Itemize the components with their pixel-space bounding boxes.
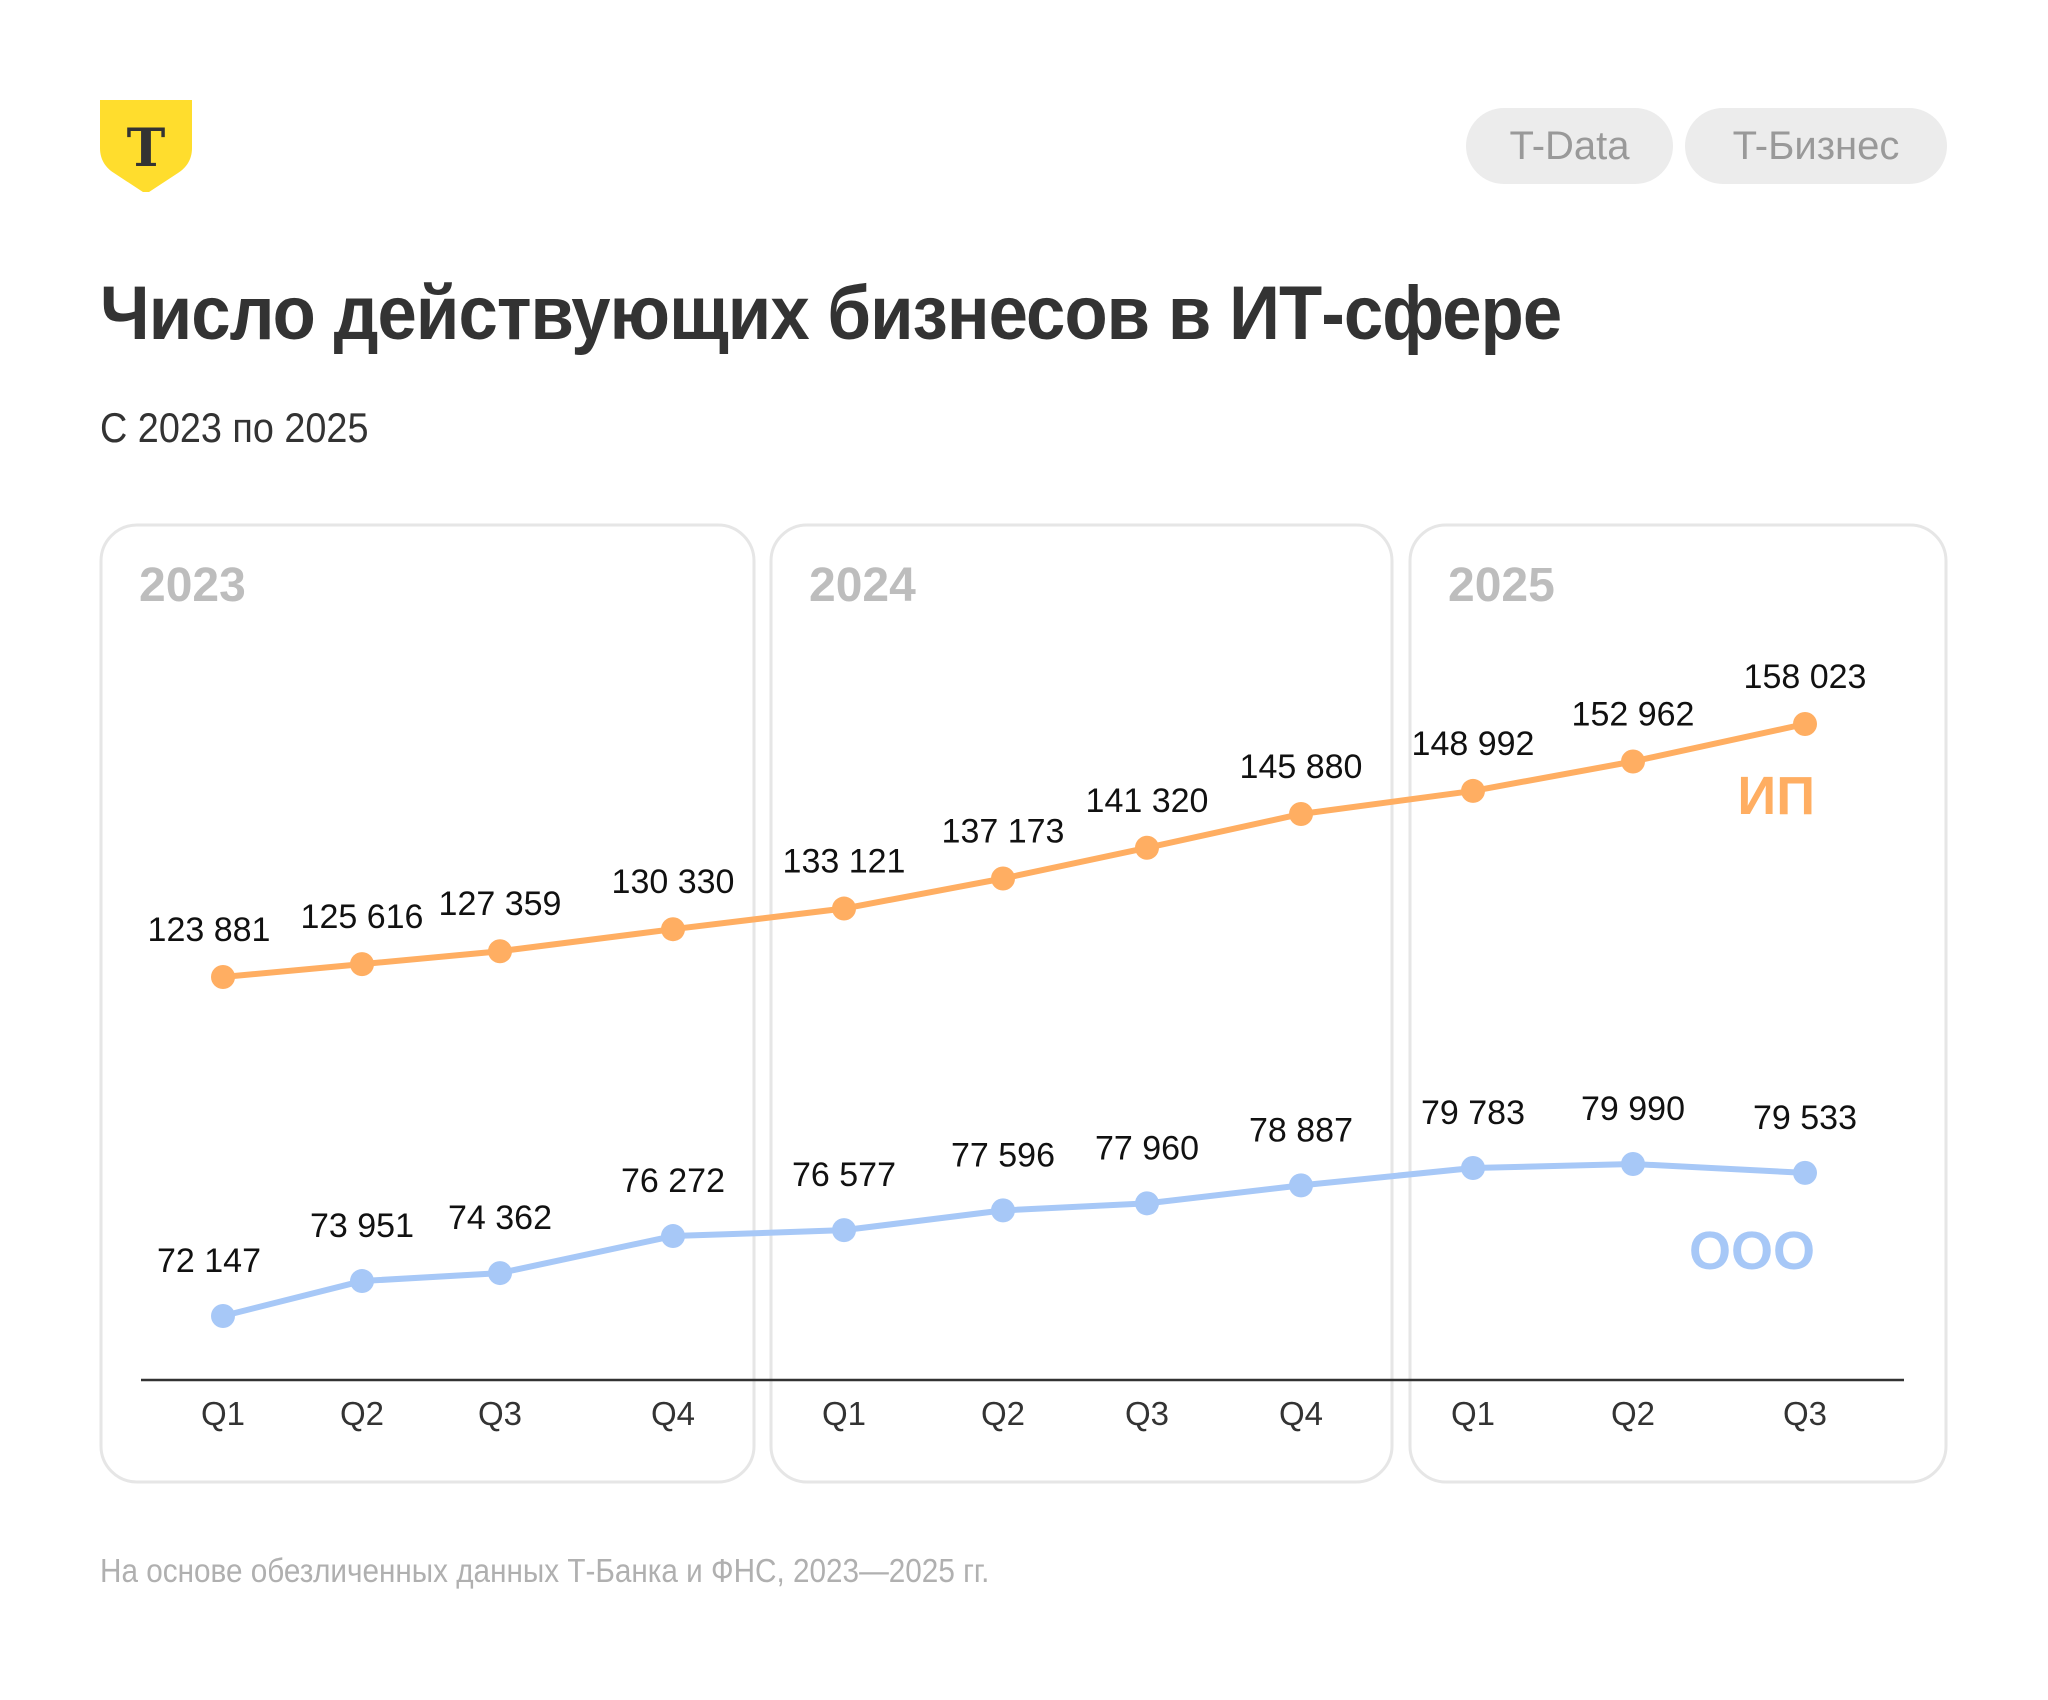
data-point-ip	[661, 917, 685, 942]
x-tick-label: Q4	[1279, 1395, 1323, 1432]
badge-t-data: T-Data	[1466, 108, 1673, 184]
x-tick-label: Q2	[1611, 1395, 1655, 1432]
data-label-ip: 130 330	[612, 863, 735, 901]
data-point-ip	[1461, 778, 1485, 803]
data-label-ooo: 78 887	[1249, 1111, 1353, 1149]
data-label-ip: 137 173	[942, 813, 1065, 851]
data-label-ooo: 74 362	[448, 1199, 552, 1237]
x-tick-label: Q1	[201, 1395, 245, 1432]
data-point-ooo	[991, 1198, 1015, 1223]
data-label-ip: 133 121	[783, 843, 906, 881]
data-label-ooo: 77 960	[1095, 1129, 1199, 1167]
x-tick-label: Q2	[981, 1395, 1025, 1432]
data-point-ooo	[350, 1269, 374, 1294]
data-label-ooo: 79 783	[1421, 1094, 1525, 1132]
data-point-ip	[1135, 835, 1159, 860]
data-label-ip: 127 359	[439, 885, 562, 923]
data-label-ooo: 77 596	[951, 1136, 1055, 1174]
x-tick-label: Q3	[478, 1395, 522, 1432]
x-tick-label: Q2	[340, 1395, 384, 1432]
year-label-2025: 2025	[1448, 559, 1555, 612]
year-panel-2023	[99, 523, 756, 1484]
source-note: На основе обезличенных данных Т-Банка и …	[100, 1552, 990, 1589]
data-point-ooo	[211, 1304, 235, 1328]
x-tick-label: Q1	[822, 1395, 866, 1432]
year-label-2024: 2024	[809, 559, 916, 612]
series-name-ooo: ООО	[1689, 1221, 1815, 1281]
data-point-ip	[350, 952, 374, 977]
data-point-ip	[211, 965, 235, 989]
data-label-ooo: 79 990	[1581, 1090, 1685, 1128]
data-point-ooo	[1289, 1173, 1313, 1198]
data-point-ooo	[1461, 1156, 1485, 1181]
year-label-2023: 2023	[139, 559, 246, 612]
data-label-ooo: 73 951	[310, 1207, 414, 1245]
data-label-ip: 158 023	[1744, 658, 1867, 696]
data-point-ip	[1793, 712, 1817, 736]
data-label-ip: 152 962	[1572, 696, 1695, 734]
data-label-ooo: 76 272	[621, 1162, 725, 1200]
badge-t-business: T-Бизнес	[1685, 108, 1947, 184]
page-title: Число действующих бизнесов в ИТ-сфере	[100, 271, 1562, 356]
data-label-ip: 148 992	[1412, 725, 1535, 763]
data-point-ooo	[1135, 1191, 1159, 1216]
data-point-ip	[1289, 801, 1313, 826]
x-tick-label: Q4	[651, 1395, 695, 1432]
data-label-ooo: 72 147	[157, 1242, 261, 1280]
x-tick-label: Q1	[1451, 1395, 1495, 1432]
year-panel-2024	[769, 523, 1394, 1484]
data-point-ooo	[832, 1218, 856, 1243]
logo-letter: Т	[127, 118, 166, 179]
data-label-ip: 145 880	[1240, 748, 1363, 786]
data-point-ooo	[1621, 1152, 1645, 1176]
x-tick-label: Q3	[1125, 1395, 1169, 1432]
x-tick-label: Q3	[1783, 1395, 1827, 1432]
data-label-ip: 125 616	[301, 898, 424, 936]
data-point-ip	[832, 896, 856, 921]
data-point-ooo	[661, 1224, 685, 1249]
series-name-ip: ИП	[1737, 766, 1815, 826]
data-point-ip	[991, 866, 1015, 891]
data-point-ip	[1621, 749, 1645, 774]
t-bank-logo-icon: Т	[100, 100, 192, 192]
year-panel-2025	[1408, 523, 1948, 1484]
data-point-ooo	[1793, 1160, 1817, 1185]
data-label-ooo: 79 533	[1753, 1099, 1857, 1137]
data-label-ooo: 76 577	[792, 1156, 896, 1194]
data-point-ip	[488, 939, 512, 964]
data-label-ip: 141 320	[1086, 782, 1209, 820]
data-point-ooo	[488, 1261, 512, 1286]
page-subtitle: С 2023 по 2025	[100, 404, 369, 451]
data-label-ip: 123 881	[148, 911, 271, 949]
